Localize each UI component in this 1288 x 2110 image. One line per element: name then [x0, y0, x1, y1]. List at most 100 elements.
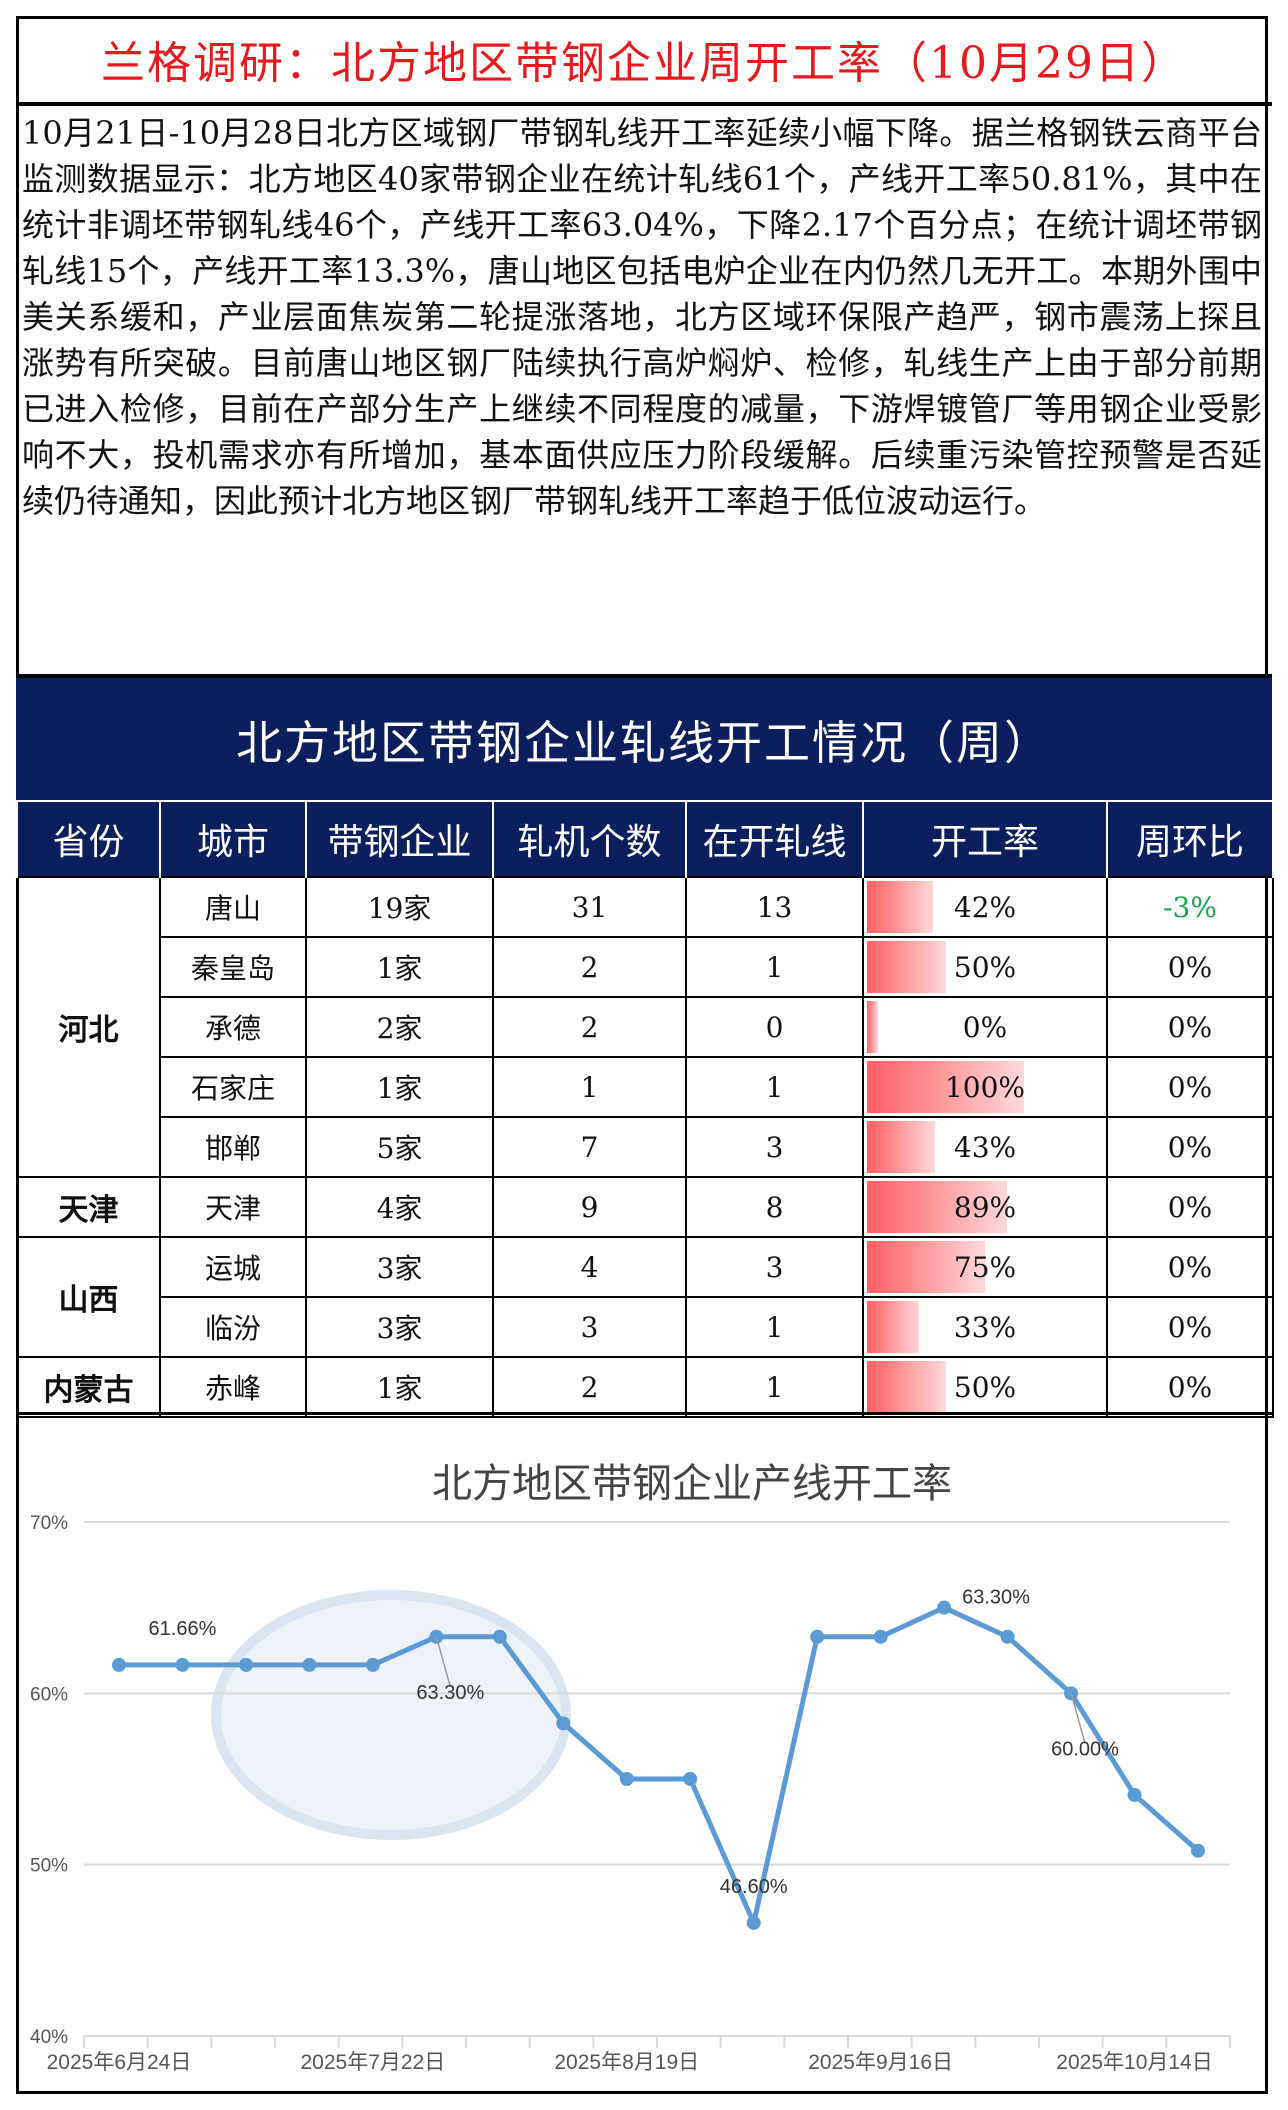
data-point	[492, 1629, 507, 1644]
column-header: 周环比	[1106, 800, 1274, 877]
data-point	[746, 1915, 761, 1930]
column-header: 省份	[16, 800, 161, 877]
cell-running: 1	[685, 1296, 864, 1358]
cell-province: 山西	[16, 1236, 161, 1358]
data-point	[619, 1772, 634, 1786]
cell-companies: 3家	[305, 1296, 494, 1358]
x-tick-label: 2025年8月19日	[554, 2051, 699, 2074]
cell-province: 内蒙古	[16, 1356, 161, 1418]
data-point	[1191, 1843, 1205, 1858]
cell-rate: 89%	[862, 1176, 1108, 1238]
summary-paragraph: 10月21日-10月28日北方区域钢厂带钢轧线开工率延续小幅下降。据兰格钢铁云商…	[22, 114, 1262, 520]
data-point	[238, 1657, 253, 1672]
rate-bar	[867, 1061, 1025, 1113]
operating-rate-table: 省份 城市 带钢企业 轧机个数 在开轧线 开工率 周环比 河北 唐山 19家 31 13 42% -3%…	[16, 800, 1274, 1418]
annotation-leader	[1070, 1693, 1086, 1744]
cell-city: 承德	[159, 996, 307, 1058]
data-point	[937, 1600, 952, 1615]
table-row: 承德 2家 2 0 0% 0%	[17, 996, 1274, 1058]
rate-label: 89%	[953, 1190, 1017, 1224]
chart-title: 北方地区带钢企业产线开工率	[432, 1461, 952, 1507]
cell-mills: 4	[492, 1236, 687, 1298]
cell-running: 1	[685, 1056, 864, 1118]
cell-rate: 33%	[862, 1296, 1108, 1358]
table-header-row: 省份 城市 带钢企业 轧机个数 在开轧线 开工率 周环比	[16, 800, 1274, 877]
cell-companies: 5家	[305, 1116, 494, 1178]
data-label: 60.00%	[1051, 1738, 1119, 1760]
rate-label: 50%	[953, 1370, 1017, 1404]
column-header: 带钢企业	[305, 800, 494, 877]
rate-label: 0%	[962, 1010, 1008, 1044]
data-label: 61.66%	[149, 1618, 217, 1640]
data-point	[365, 1657, 380, 1672]
cell-mills: 7	[492, 1116, 687, 1178]
cell-province: 河北	[16, 876, 161, 1178]
cell-wow: 0%	[1106, 1236, 1274, 1298]
rate-label: 43%	[953, 1130, 1017, 1164]
cell-companies: 1家	[305, 1356, 494, 1418]
data-point	[683, 1772, 698, 1786]
table-row: 内蒙古 赤峰 1家 2 1 50% 0%	[16, 1356, 1274, 1418]
cell-rate: 50%	[862, 1356, 1108, 1418]
column-header: 在开轧线	[685, 800, 864, 877]
table-body: 河北 唐山 19家 31 13 42% -3% 秦皇岛 1家 2 1 50% 0% 承德 2家 2 0 0% 0% 石…	[16, 876, 1274, 1418]
table-row: 秦皇岛 1家 2 1 50% 0%	[17, 936, 1274, 998]
cell-city: 赤峰	[159, 1356, 307, 1418]
x-tick-label: 2025年6月24日	[47, 2051, 192, 2074]
table-row: 河北 唐山 19家 31 13 42% -3%	[16, 876, 1274, 1178]
data-point	[873, 1629, 888, 1644]
rate-label: 42%	[953, 890, 1017, 924]
y-tick-label: 70%	[30, 1513, 68, 1534]
rate-label: 75%	[953, 1250, 1017, 1284]
rate-bar	[867, 1001, 878, 1053]
table-row: 石家庄 1家 1 1 100% 0%	[17, 1056, 1274, 1118]
page-title: 兰格调研：北方地区带钢企业周开工率（10月29日）	[16, 16, 1272, 106]
cell-wow: 0%	[1106, 1356, 1274, 1418]
rate-bar	[867, 1121, 935, 1173]
cell-city: 石家庄	[159, 1056, 307, 1118]
cell-mills: 2	[492, 1356, 687, 1418]
cell-wow: 0%	[1106, 936, 1274, 998]
rate-label: 100%	[944, 1070, 1026, 1104]
annotation-leader	[435, 1636, 452, 1687]
data-label: 63.30%	[962, 1587, 1030, 1609]
cell-wow: 0%	[1106, 1296, 1274, 1358]
cell-rate: 42%	[862, 876, 1108, 938]
cell-running: 1	[685, 936, 864, 998]
x-tick-label: 2025年7月22日	[300, 2051, 445, 2074]
cell-running: 3	[685, 1236, 864, 1298]
cell-city: 秦皇岛	[159, 936, 307, 998]
cell-mills: 2	[492, 996, 687, 1058]
table-row: 天津 天津 4家 9 8 89% 0%	[16, 1176, 1274, 1238]
data-point	[302, 1657, 317, 1672]
cell-companies: 3家	[305, 1236, 494, 1298]
cell-running: 3	[685, 1116, 864, 1178]
x-tick-label: 2025年10月14日	[1056, 2051, 1212, 2074]
cell-city: 天津	[159, 1176, 307, 1238]
column-header: 轧机个数	[492, 800, 687, 877]
cell-rate: 100%	[862, 1056, 1108, 1118]
rate-bar	[867, 1361, 946, 1413]
table-row: 山西 运城 3家 4 3 75% 0%	[16, 1236, 1274, 1358]
table-row: 临汾 3家 3 1 33% 0%	[17, 1296, 1274, 1358]
y-tick-label: 40%	[30, 2027, 68, 2048]
cell-companies: 19家	[305, 876, 494, 938]
rate-bar	[867, 1181, 1007, 1233]
data-point	[1000, 1629, 1015, 1644]
data-label: 63.30%	[416, 1682, 484, 1704]
cell-running: 13	[685, 876, 864, 938]
column-header: 开工率	[862, 800, 1108, 877]
rate-bar	[867, 941, 946, 993]
table-title: 北方地区带钢企业轧线开工情况（周）	[16, 674, 1272, 802]
rate-label: 50%	[953, 950, 1017, 984]
watermark-logo-icon	[211, 1590, 571, 1840]
cell-city: 唐山	[159, 876, 307, 938]
cell-running: 0	[685, 996, 864, 1058]
cell-city: 运城	[159, 1236, 307, 1298]
data-label: 46.60%	[720, 1876, 788, 1898]
cell-companies: 4家	[305, 1176, 494, 1238]
series-line	[119, 1605, 1200, 1926]
cell-rate: 43%	[862, 1116, 1108, 1178]
cell-wow: 0%	[1106, 1176, 1274, 1238]
x-tick-label: 2025年9月16日	[808, 2051, 953, 2074]
